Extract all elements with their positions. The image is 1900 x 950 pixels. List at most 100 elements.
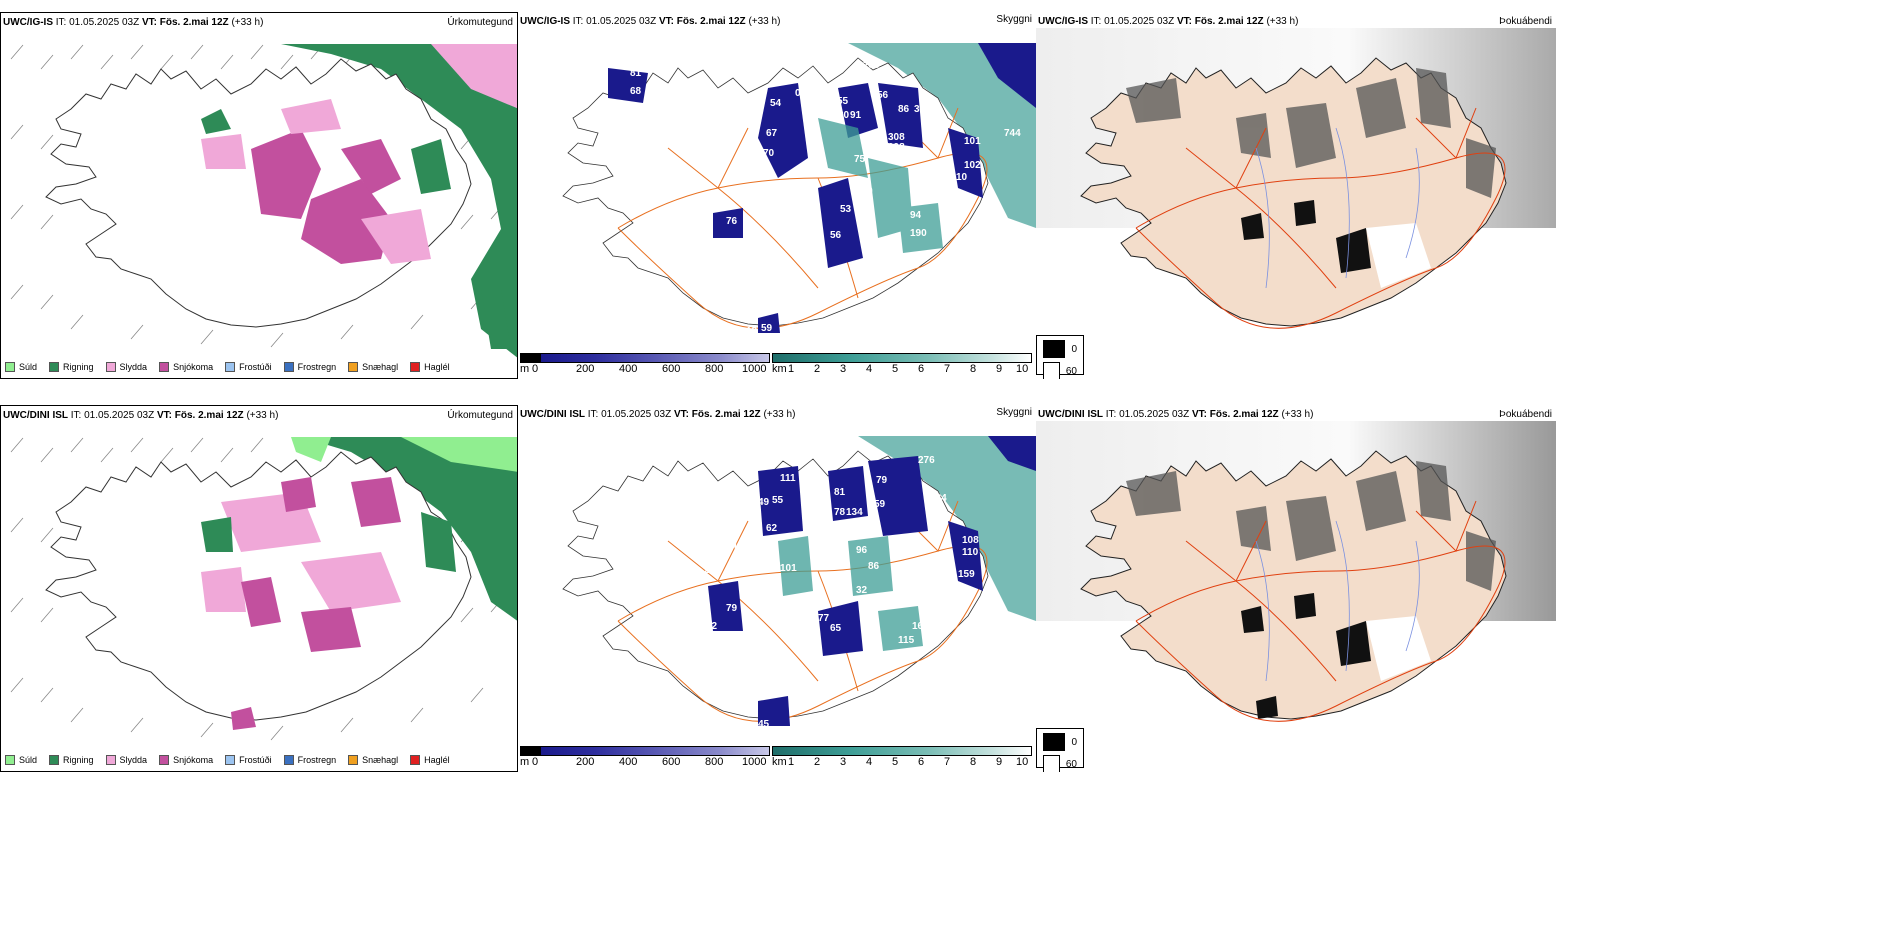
svg-text:80: 80 bbox=[838, 110, 850, 121]
lead-time: (+33 h) bbox=[748, 16, 781, 27]
svg-text:79: 79 bbox=[876, 475, 888, 486]
lead-time: (+33 h) bbox=[763, 409, 796, 420]
visibility-unit: km bbox=[772, 756, 787, 768]
tick-label: 7 bbox=[944, 363, 951, 375]
svg-text:52: 52 bbox=[783, 182, 795, 193]
legend-swatch bbox=[49, 362, 60, 372]
tick-label: 800 bbox=[705, 363, 724, 375]
svg-text:101: 101 bbox=[780, 563, 797, 574]
model-name: UWC/IG-IS bbox=[1038, 16, 1088, 27]
svg-text:208: 208 bbox=[810, 477, 827, 488]
lead-time: (+33 h) bbox=[1281, 409, 1314, 420]
svg-text:110: 110 bbox=[962, 547, 979, 558]
svg-text:59: 59 bbox=[874, 499, 886, 510]
fog-map bbox=[1036, 421, 1556, 741]
tick-label: 4 bbox=[866, 363, 873, 375]
svg-text:94: 94 bbox=[910, 210, 922, 221]
fog-panel-row1: UWC/IG-IS IT: 01.05.2025 03Z VT: Fös. 2.… bbox=[1036, 12, 1556, 379]
tick-label: 3 bbox=[840, 363, 847, 375]
fog-legend-row: 0 bbox=[1043, 340, 1077, 358]
fog-legend-label: 0 bbox=[1071, 736, 1077, 748]
svg-text:190: 190 bbox=[910, 228, 927, 239]
rivers bbox=[1255, 520, 1420, 682]
fog-legend-swatch bbox=[1043, 362, 1060, 379]
legend-label: Frostregn bbox=[297, 362, 337, 372]
legend-item: Frostregn bbox=[283, 362, 337, 372]
legend-swatch bbox=[348, 755, 359, 765]
visibility-gradient bbox=[772, 353, 1032, 363]
precip-type-map bbox=[10, 44, 517, 358]
tick-label: 9 bbox=[996, 363, 1003, 375]
valid-time: Fös. 2.mai 12Z bbox=[159, 17, 229, 28]
tick-label: 4 bbox=[866, 756, 873, 768]
svg-text:59: 59 bbox=[761, 323, 773, 334]
tick-label: 5 bbox=[892, 756, 899, 768]
visibility-unit: km bbox=[772, 363, 787, 375]
low-cloud-areas bbox=[608, 68, 983, 333]
legend-item: Haglél bbox=[410, 755, 450, 765]
visibility-fog-areas bbox=[818, 118, 943, 253]
panel-header: UWC/DINI ISL IT: 01.05.2025 03Z VT: Fös.… bbox=[3, 410, 278, 421]
panel-title: Þokuábendi bbox=[1499, 16, 1552, 27]
svg-text:32: 32 bbox=[856, 585, 868, 596]
legend-label: Haglél bbox=[424, 755, 450, 765]
fog-legend-swatch bbox=[1043, 340, 1066, 358]
precip-type-panel-row2: UWC/DINI ISL IT: 01.05.2025 03Z VT: Fös.… bbox=[0, 405, 518, 772]
legend-swatch bbox=[410, 755, 421, 765]
legend-label: Snæhagl bbox=[362, 755, 399, 765]
svg-text:86: 86 bbox=[898, 104, 910, 115]
tick-label: 8 bbox=[970, 363, 977, 375]
fog-dark-areas bbox=[1126, 68, 1496, 198]
legend-item: Frostregn bbox=[283, 755, 336, 765]
init-time: IT: 01.05.2025 03Z bbox=[70, 410, 155, 421]
precip-snow bbox=[251, 129, 401, 264]
tick-label: 800 bbox=[705, 756, 724, 768]
lead-time: (+33 h) bbox=[246, 410, 279, 421]
model-name: UWC/IG-IS bbox=[3, 17, 53, 28]
panel-title: Skyggni bbox=[996, 14, 1032, 25]
svg-text:55: 55 bbox=[837, 96, 849, 107]
legend-swatch bbox=[5, 755, 15, 765]
panel-title: Úrkomutegund bbox=[447, 410, 513, 421]
svg-text:205: 205 bbox=[898, 541, 915, 552]
legend-swatch bbox=[159, 755, 170, 765]
cloudbase-unit: m bbox=[520, 756, 530, 768]
precip-type-panel-row1: UWC/IG-IS IT: 01.05.2025 03Z VT: Fös. 2.… bbox=[0, 12, 518, 379]
svg-text:744: 744 bbox=[1004, 128, 1021, 139]
svg-text:70: 70 bbox=[766, 213, 778, 224]
fog-panel-row2: UWC/DINI ISL IT: 01.05.2025 03Z VT: Fös.… bbox=[1036, 405, 1556, 772]
legend-swatch bbox=[225, 362, 236, 372]
legend-item: Súld bbox=[5, 755, 37, 765]
cloudbase-colorbar: m 0 200 400 600 800 1000 bbox=[520, 746, 770, 768]
svg-text:81: 81 bbox=[834, 487, 846, 498]
precip-snow bbox=[241, 477, 401, 652]
svg-text:308: 308 bbox=[888, 132, 905, 143]
fog-legend-swatch bbox=[1043, 733, 1066, 751]
legend-item: Snæhagl bbox=[348, 362, 398, 372]
valid-time: Fös. 2.mai 12Z bbox=[174, 410, 244, 421]
legend-label: Frostúði bbox=[239, 362, 272, 372]
valid-time-label: VT: bbox=[658, 16, 674, 27]
svg-text:159: 159 bbox=[958, 569, 975, 580]
valid-time: Fös. 2.mai 12Z bbox=[691, 409, 761, 420]
fog-black-spots bbox=[1241, 200, 1371, 273]
fog-legend-row: 60 bbox=[1043, 362, 1077, 379]
tick-label: 0 bbox=[532, 756, 539, 768]
legend-label: Rigning bbox=[63, 362, 94, 372]
visibility-panel-row2: UWC/DINI ISL IT: 01.05.2025 03Z VT: Fös.… bbox=[518, 405, 1036, 772]
lead-time: (+33 h) bbox=[231, 17, 264, 28]
legend-item: Súld bbox=[5, 362, 37, 372]
svg-text:208: 208 bbox=[704, 565, 721, 576]
init-time: IT: 01.05.2025 03Z bbox=[55, 17, 140, 28]
svg-text:70: 70 bbox=[763, 148, 775, 159]
svg-text:53: 53 bbox=[840, 204, 852, 215]
legend-swatch bbox=[5, 362, 15, 372]
svg-text:63: 63 bbox=[864, 226, 876, 237]
svg-text:18: 18 bbox=[746, 326, 758, 337]
tick-label: 10 bbox=[1016, 756, 1029, 768]
init-time: IT: 01.05.2025 03Z bbox=[1090, 16, 1175, 27]
tick-label: 200 bbox=[576, 363, 595, 375]
fog-dark-areas bbox=[1126, 461, 1496, 591]
legend-swatch bbox=[283, 362, 294, 372]
